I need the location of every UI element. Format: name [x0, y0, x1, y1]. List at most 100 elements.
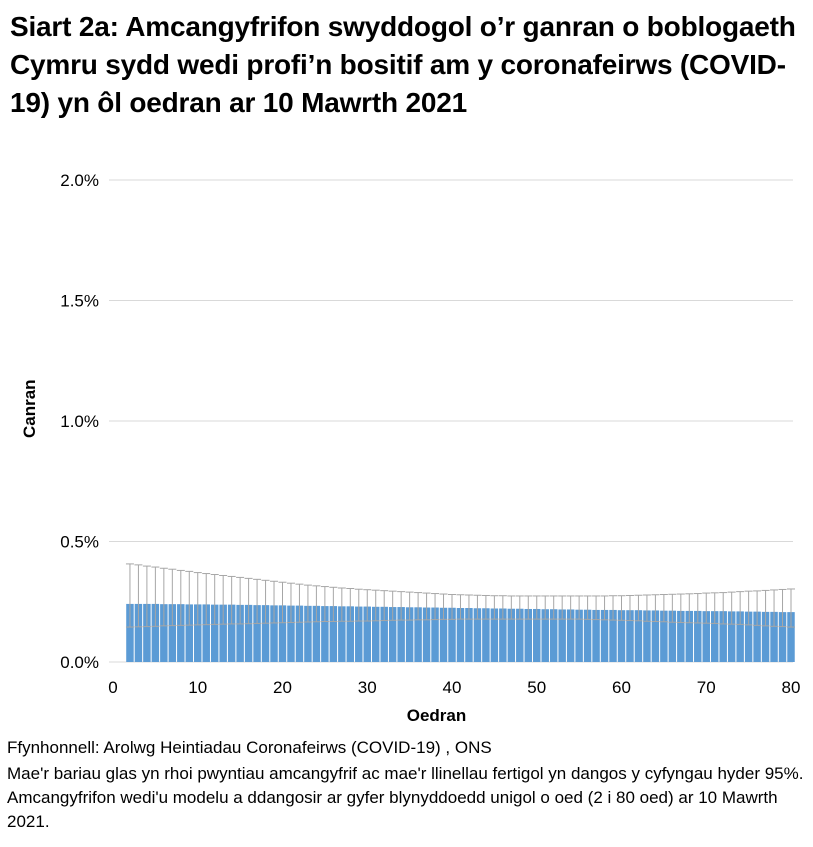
bar [482, 608, 490, 662]
y-axis-label: Canran [20, 379, 39, 438]
bar [168, 604, 177, 662]
bar [431, 607, 439, 662]
bar [719, 611, 727, 662]
y-tick-label: 0.5% [60, 533, 99, 552]
bar [278, 605, 287, 662]
error-bars [125, 563, 795, 628]
bar [558, 609, 566, 662]
bar [753, 611, 761, 662]
bar [397, 607, 405, 662]
x-tick-label: 0 [108, 678, 117, 697]
bar [651, 610, 660, 662]
bar [287, 605, 295, 662]
bar [160, 604, 168, 662]
bar [126, 603, 134, 662]
bar [202, 604, 210, 662]
bar-chart: 0.0% 0.5% 1.0% 1.5% 2.0% 0 10 20 30 40 50 60 70 80 [60, 171, 800, 697]
y-axis-ticks: 0.0% 0.5% 1.0% 1.5% 2.0% [60, 171, 99, 672]
bar [465, 608, 473, 662]
chart-title: Siart 2a: Amcangyfrifon swyddogol o’r ga… [10, 11, 796, 118]
bar [677, 610, 685, 662]
bar [643, 610, 651, 662]
bar [151, 603, 160, 662]
bar [702, 611, 710, 662]
y-tick-label: 1.0% [60, 412, 99, 431]
y-tick-label: 0.0% [60, 653, 99, 672]
bar [244, 604, 253, 662]
bar [778, 612, 787, 662]
bar [177, 604, 185, 662]
bar [507, 608, 516, 662]
bar [321, 606, 329, 662]
y-tick-label: 1.5% [60, 292, 99, 311]
bar [787, 612, 795, 662]
bar [219, 604, 227, 662]
bar [380, 606, 388, 662]
bar [770, 611, 778, 662]
bar [346, 606, 355, 662]
bar [355, 606, 363, 662]
bars [126, 603, 795, 662]
bar [236, 604, 244, 662]
bar [634, 610, 643, 662]
bar [583, 609, 592, 662]
bar [253, 605, 261, 662]
x-tick-label: 70 [697, 678, 716, 697]
x-tick-label: 30 [358, 678, 377, 697]
bar [694, 610, 702, 662]
bar [456, 608, 465, 662]
bar [134, 603, 143, 662]
bar [405, 607, 414, 662]
bar [617, 610, 626, 662]
bar [312, 605, 321, 662]
bar [295, 605, 304, 662]
x-axis-ticks: 0 10 20 30 40 50 60 70 80 [108, 678, 800, 697]
bar [744, 611, 753, 662]
bar [414, 607, 422, 662]
bar [516, 608, 524, 662]
bar [736, 611, 744, 662]
bar [592, 609, 600, 662]
bar [227, 604, 236, 662]
bar [490, 608, 499, 662]
bar [143, 603, 151, 662]
bar [600, 609, 609, 662]
bar [524, 608, 533, 662]
bar [668, 610, 677, 662]
x-tick-label: 20 [273, 678, 292, 697]
bar [270, 605, 278, 662]
bar [194, 604, 202, 662]
footnote: Mae'r bariau glas yn rhoi pwyntiau amcan… [7, 764, 804, 831]
bar [210, 604, 219, 662]
bar [185, 604, 194, 662]
x-axis-label: Oedran [406, 706, 467, 725]
bar [575, 609, 583, 662]
gridlines [109, 179, 793, 663]
bar [549, 609, 558, 662]
bar [499, 608, 507, 662]
bar [710, 611, 719, 662]
bar [388, 607, 397, 662]
bar [338, 606, 346, 662]
source-note: Ffynhonnell: Arolwg Heintiadau Coronafei… [7, 738, 492, 757]
bar [685, 610, 694, 662]
x-tick-label: 50 [527, 678, 546, 697]
x-tick-label: 80 [782, 678, 801, 697]
bar [448, 607, 456, 662]
y-tick-label: 2.0% [60, 171, 99, 190]
bar [363, 606, 371, 662]
bar [439, 607, 448, 662]
bar [329, 606, 338, 662]
bar [371, 606, 380, 662]
x-tick-label: 10 [188, 678, 207, 697]
x-tick-label: 60 [612, 678, 631, 697]
bar [660, 610, 668, 662]
bar [566, 609, 575, 662]
bar [261, 605, 270, 662]
x-tick-label: 40 [443, 678, 462, 697]
bar [473, 608, 482, 662]
bar [541, 609, 549, 662]
bar [727, 611, 736, 662]
chart-area: 0.0% 0.5% 1.0% 1.5% 2.0% 0 10 20 30 40 50 60 70 80 [0, 165, 813, 735]
bar [533, 608, 541, 662]
